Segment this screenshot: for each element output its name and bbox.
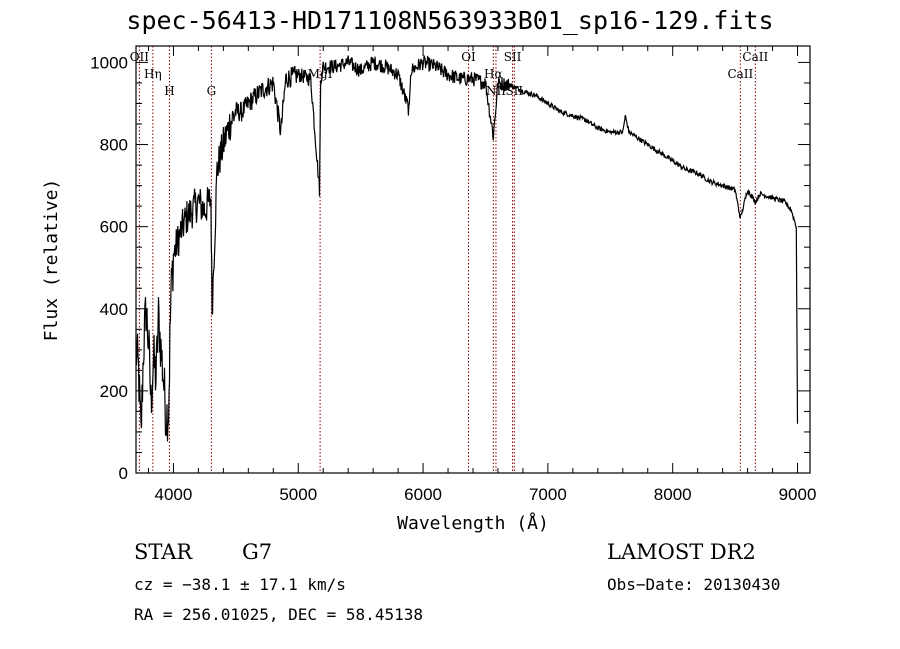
object-subclass: G7	[242, 540, 273, 564]
survey-name: LAMOST DR2	[607, 540, 756, 564]
ra-dec-coordinates: RA = 256.01025, DEC = 58.45138	[134, 605, 423, 624]
y-tick-label: 800	[100, 136, 128, 155]
spectral-line-markers	[138, 46, 756, 473]
y-tick-label: 400	[100, 300, 128, 319]
x-tick-label: 6000	[404, 485, 442, 504]
spectral-line-label: Hη	[144, 67, 162, 81]
x-axis-ticks: 4000 5000 6000 7000 8000 9000	[147, 46, 817, 504]
spectral-line-label: G	[207, 84, 217, 98]
spectral-line-label: SII	[504, 50, 522, 64]
y-tick-label: 0	[119, 464, 128, 483]
x-tick-label: 9000	[779, 485, 817, 504]
spectral-line-label: SII	[505, 84, 523, 98]
y-axis-ticks: 0 200 400 600 800 1000	[90, 53, 810, 483]
y-axis-label: Flux (relative)	[41, 179, 62, 342]
y-tick-label: 600	[100, 218, 128, 237]
y-tick-label: 1000	[90, 53, 128, 72]
spectral-line-label: OI	[461, 50, 476, 64]
object-class: STAR	[134, 540, 193, 564]
x-tick-label: 7000	[529, 485, 567, 504]
x-axis-label: Wavelength (Å)	[397, 512, 549, 534]
x-tick-label: 5000	[279, 485, 317, 504]
x-tick-label: 8000	[654, 485, 692, 504]
spectral-line-label: OII	[130, 50, 150, 64]
chart-title: spec-56413-HD171108N563933B01_sp16-129.f…	[126, 6, 774, 35]
spectral-line-label: Hα	[484, 67, 503, 81]
y-tick-label: 200	[100, 382, 128, 401]
spectral-line-label: CaII	[727, 67, 753, 81]
spectrum-line	[135, 55, 799, 442]
spectral-line-label: CaII	[742, 50, 768, 64]
spectral-line-label: H	[164, 84, 174, 98]
x-tick-label: 4000	[155, 485, 193, 504]
redshift-cz: cz = −38.1 ± 17.1 km/s	[134, 575, 346, 594]
observation-date: Obs−Date: 20130430	[607, 575, 781, 594]
